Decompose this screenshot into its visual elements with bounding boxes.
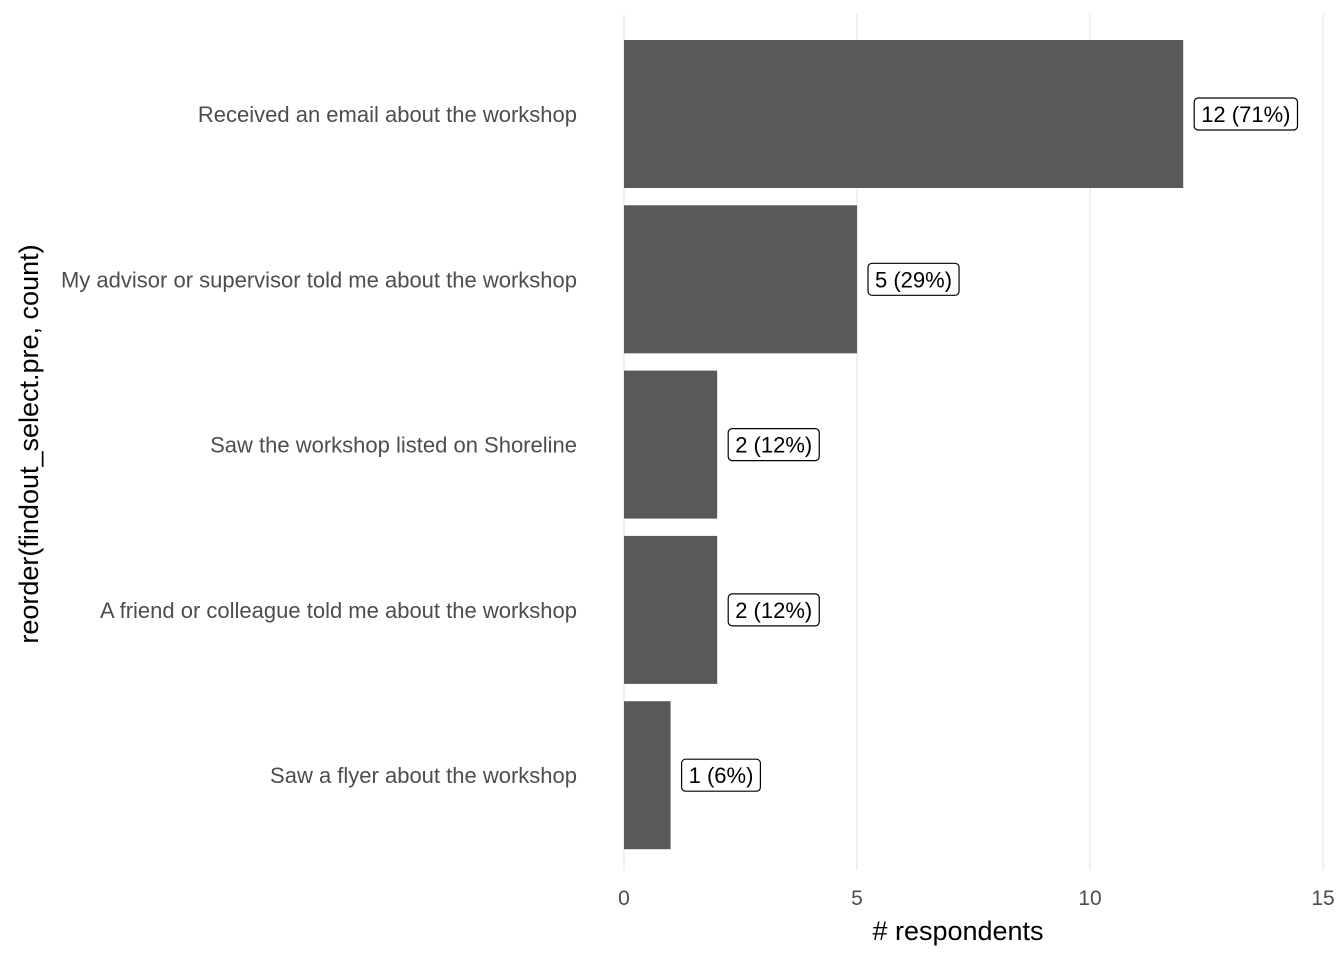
- bar: [624, 205, 857, 354]
- data-label: 5 (29%): [867, 262, 960, 296]
- category-label: Saw a flyer about the workshop: [270, 763, 577, 788]
- category-labels: Received an email about the workshop My a…: [61, 102, 577, 788]
- data-label: 1 (6%): [680, 758, 761, 792]
- y-axis-title: reorder(findout_select.pre, count): [14, 244, 44, 643]
- data-label-box: [680, 758, 761, 792]
- data-label: 2 (12%): [727, 593, 820, 627]
- category-label: A friend or colleague told me about the …: [100, 598, 577, 623]
- bar: [624, 701, 671, 850]
- x-axis-title: # respondents: [872, 916, 1043, 946]
- category-label: My advisor or supervisor told me about t…: [61, 267, 577, 292]
- data-label-box: [1193, 97, 1299, 131]
- category-label: Received an email about the workshop: [198, 102, 577, 127]
- data-label-text: 2 (12%): [735, 433, 812, 458]
- category-label: Saw the workshop listed on Shoreline: [210, 433, 577, 458]
- bar: [624, 40, 1184, 188]
- x-tick-label: 0: [618, 887, 630, 910]
- x-axis-ticks: 0 5 10 15: [618, 887, 1335, 910]
- data-label-text: 5 (29%): [875, 267, 952, 292]
- data-label-box: [867, 262, 960, 296]
- bars: [624, 40, 1184, 850]
- data-label-box: [727, 428, 820, 462]
- data-label-box: [727, 593, 820, 627]
- bar: [624, 370, 718, 519]
- x-tick-label: 15: [1311, 887, 1334, 910]
- data-label: 2 (12%): [727, 428, 820, 462]
- x-tick-label: 10: [1078, 887, 1101, 910]
- bar: [624, 535, 718, 684]
- x-tick-label: 5: [851, 887, 863, 910]
- data-label-text: 2 (12%): [735, 598, 812, 623]
- data-label: 12 (71%): [1193, 97, 1299, 131]
- data-labels: 12 (71%) 5 (29%) 2 (12%) 2 (12%) 1 (6%): [680, 97, 1299, 792]
- data-label-text: 1 (6%): [689, 763, 754, 788]
- data-label-text: 12 (71%): [1201, 102, 1290, 127]
